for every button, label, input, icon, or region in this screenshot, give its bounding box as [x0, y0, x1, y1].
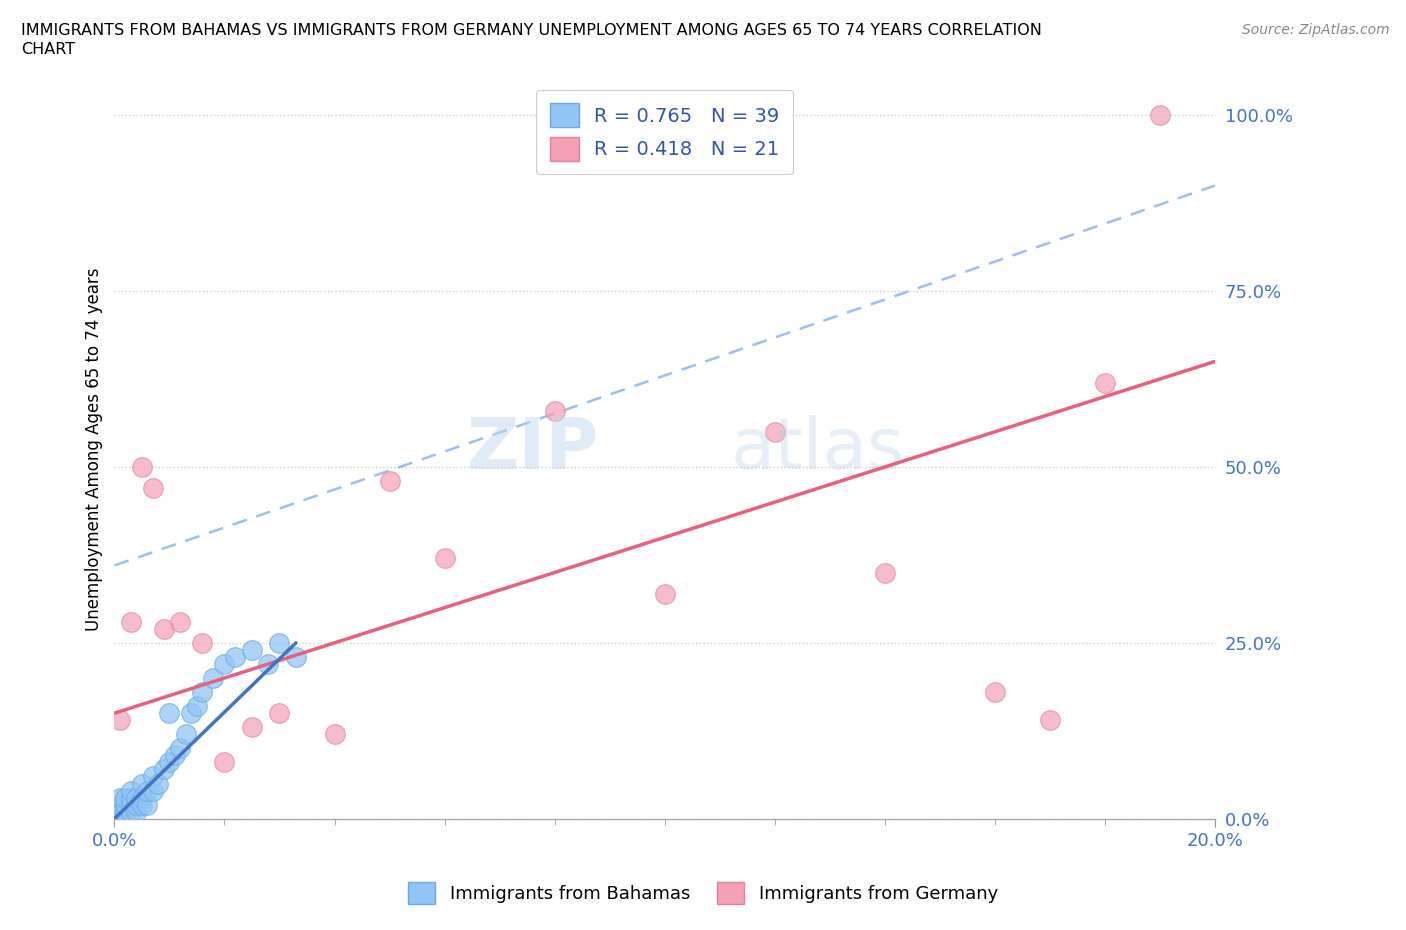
- Point: [240, 643, 263, 658]
- Text: IMMIGRANTS FROM BAHAMAS VS IMMIGRANTS FROM GERMANY UNEMPLOYMENT AMONG AGES 65 TO: IMMIGRANTS FROM BAHAMAS VS IMMIGRANTS FR…: [21, 23, 1042, 38]
- Point: [169, 741, 191, 756]
- Point: [131, 777, 153, 791]
- Point: [120, 797, 142, 812]
- Point: [1149, 108, 1171, 123]
- Point: [131, 797, 153, 812]
- Point: [224, 649, 246, 664]
- Point: [114, 797, 136, 812]
- Point: [180, 706, 202, 721]
- Point: [285, 649, 308, 664]
- Point: [131, 790, 153, 805]
- Point: [142, 783, 165, 798]
- Point: [159, 755, 181, 770]
- Point: [214, 755, 236, 770]
- Point: [125, 797, 148, 812]
- Point: [169, 615, 191, 630]
- Point: [136, 797, 159, 812]
- Point: [191, 635, 214, 650]
- Point: [125, 804, 148, 819]
- Point: [142, 481, 165, 496]
- Y-axis label: Unemployment Among Ages 65 to 74 years: Unemployment Among Ages 65 to 74 years: [86, 268, 103, 631]
- Point: [159, 706, 181, 721]
- Point: [763, 424, 786, 439]
- Point: [269, 706, 291, 721]
- Point: [120, 615, 142, 630]
- Point: [433, 551, 456, 565]
- Point: [136, 783, 159, 798]
- Point: [174, 727, 197, 742]
- Point: [873, 565, 896, 580]
- Point: [131, 459, 153, 474]
- Legend: Immigrants from Bahamas, Immigrants from Germany: Immigrants from Bahamas, Immigrants from…: [401, 875, 1005, 911]
- Point: [108, 811, 131, 826]
- Point: [108, 790, 131, 805]
- Point: [186, 698, 208, 713]
- Point: [202, 671, 225, 685]
- Point: [378, 473, 401, 488]
- Point: [163, 748, 186, 763]
- Text: Source: ZipAtlas.com: Source: ZipAtlas.com: [1241, 23, 1389, 37]
- Point: [214, 657, 236, 671]
- Point: [153, 762, 176, 777]
- Point: [120, 790, 142, 805]
- Text: atlas: atlas: [731, 415, 905, 484]
- Point: [142, 769, 165, 784]
- Legend: R = 0.765   N = 39, R = 0.418   N = 21: R = 0.765 N = 39, R = 0.418 N = 21: [536, 90, 793, 174]
- Point: [114, 804, 136, 819]
- Point: [240, 720, 263, 735]
- Point: [153, 621, 176, 636]
- Point: [191, 684, 214, 699]
- Point: [120, 783, 142, 798]
- Point: [269, 635, 291, 650]
- Point: [125, 790, 148, 805]
- Point: [108, 797, 131, 812]
- Point: [108, 804, 131, 819]
- Point: [108, 712, 131, 727]
- Point: [543, 404, 565, 418]
- Point: [323, 727, 346, 742]
- Point: [114, 811, 136, 826]
- Text: ZIP: ZIP: [467, 415, 599, 484]
- Point: [148, 777, 170, 791]
- Point: [114, 790, 136, 805]
- Point: [984, 684, 1007, 699]
- Point: [1094, 375, 1116, 390]
- Point: [654, 586, 676, 601]
- Text: CHART: CHART: [21, 42, 75, 57]
- Point: [257, 657, 280, 671]
- Point: [120, 804, 142, 819]
- Point: [1039, 712, 1062, 727]
